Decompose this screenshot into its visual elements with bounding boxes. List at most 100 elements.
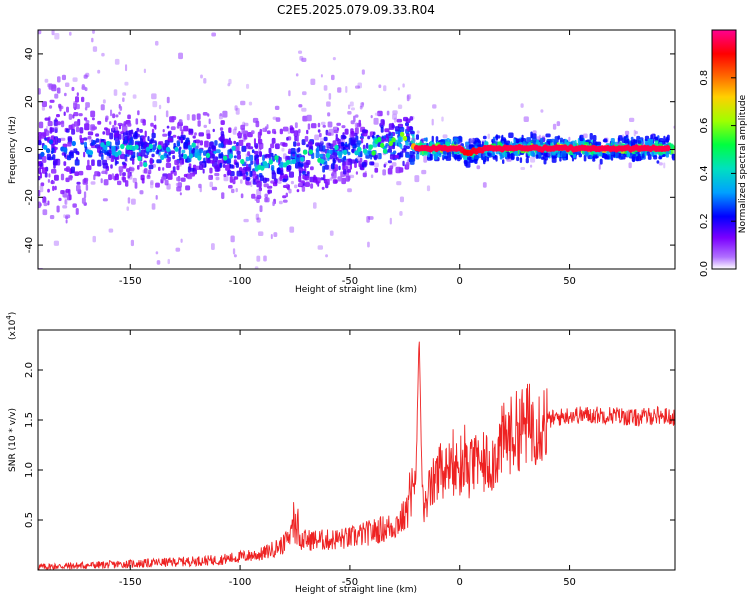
spectral-speckle (290, 148, 296, 155)
spectral-speckle (42, 196, 47, 204)
spectral-speckle (47, 188, 50, 193)
spectral-speckle (219, 113, 223, 117)
spectral-speckle (357, 82, 362, 89)
spectral-speckle (95, 138, 100, 143)
spectral-speckle (60, 173, 65, 181)
spectral-ridge-dot (62, 147, 68, 153)
spectral-speckle (85, 102, 90, 108)
colorbar: 0.0 0.2 0.4 0.6 0.8 Normalized spectral ampl… (699, 29, 748, 277)
spectral-speckle (551, 156, 557, 163)
spectral-speckle (346, 169, 351, 173)
spectral-speckle (406, 95, 410, 102)
spectral-speckle (255, 213, 259, 220)
spectral-speckle (49, 99, 55, 103)
spectral-speckle (236, 154, 241, 160)
spectral-speckle (171, 116, 177, 121)
spectral-speckle (302, 170, 306, 175)
spectral-speckle (405, 118, 411, 123)
spectral-speckle (366, 216, 370, 223)
spectral-speckle (279, 128, 283, 135)
spectral-speckle (162, 167, 165, 171)
spectral-speckle (142, 119, 146, 126)
spectral-speckle (382, 169, 386, 176)
spectral-speckle (344, 128, 349, 135)
spectral-speckle (350, 137, 356, 145)
spectral-speckle (207, 113, 210, 117)
spectral-speckle (214, 140, 218, 146)
spectral-speckle (415, 153, 420, 160)
colorbar-tick-label: 0.2 (699, 213, 710, 229)
spectral-speckle (113, 89, 118, 96)
spectral-speckle (87, 131, 94, 136)
spectral-speckle (246, 142, 251, 147)
spectral-speckle (374, 167, 379, 173)
spectral-speckle (482, 182, 487, 188)
spectral-speckle (402, 83, 405, 88)
spectral-speckle (293, 141, 297, 147)
spectral-speckle (599, 158, 603, 165)
spectral-speckle (155, 40, 159, 46)
spectral-speckle (443, 155, 448, 159)
spectral-speckle (191, 149, 194, 154)
spectral-speckle (105, 169, 108, 175)
spectral-speckle (164, 179, 169, 186)
spectral-speckle (536, 136, 541, 141)
spectral-speckle (663, 162, 666, 169)
spectral-speckle (88, 138, 93, 143)
spectral-ridge-dot (357, 146, 362, 152)
spectral-speckle (348, 143, 351, 150)
spectral-speckle (278, 200, 283, 205)
spectral-speckle (320, 74, 323, 78)
spectral-speckle (402, 160, 405, 167)
snr-axes: -150 -100 -50 0 50 0.5 1.0 1.5 2.0 (24, 330, 675, 588)
spectral-speckle (83, 117, 88, 121)
spectral-speckle (335, 133, 338, 139)
spectral-speckle (113, 132, 118, 138)
spectral-speckle (65, 82, 70, 87)
spectral-speckle (301, 185, 306, 192)
spectrogram-y-tick-label: 20 (24, 95, 35, 108)
spectral-speckle (85, 120, 90, 124)
spectral-speckle (426, 185, 431, 192)
spectral-speckle (144, 130, 147, 138)
spectral-speckle (170, 150, 175, 154)
spectral-speckle (271, 172, 277, 180)
spectrogram-y-tick-label: -20 (24, 189, 35, 205)
spectral-speckle (256, 180, 262, 188)
spectral-speckle (453, 141, 457, 145)
spectral-speckle (556, 121, 561, 127)
spectral-speckle (262, 154, 265, 161)
spectral-speckle (373, 117, 379, 125)
spectral-speckle (481, 156, 486, 161)
spectral-speckle (628, 162, 632, 169)
spectral-ridge-dot (105, 140, 111, 147)
spectral-speckle (195, 139, 200, 144)
spectral-speckle (347, 111, 352, 115)
spectral-speckle (252, 160, 256, 165)
spectral-speckle (76, 92, 79, 97)
spectral-speckle (233, 155, 237, 159)
spectral-speckle (76, 157, 79, 161)
spectral-speckle (181, 129, 184, 135)
spectral-speckle (162, 133, 168, 137)
spectral-speckle (129, 167, 135, 171)
spectral-speckle (74, 159, 80, 166)
spectral-speckle (320, 137, 324, 144)
spectral-speckle (238, 139, 244, 146)
spectral-speckle (414, 175, 420, 183)
spectral-speckle (181, 149, 186, 154)
spectral-speckle (156, 260, 161, 265)
spectral-speckle (378, 84, 382, 89)
spectral-speckle (296, 148, 300, 153)
spectral-speckle (246, 171, 249, 176)
spectral-speckle (562, 150, 567, 157)
spectral-speckle (173, 170, 177, 176)
spectral-speckle (535, 154, 539, 159)
spectral-speckle (165, 110, 169, 118)
spectral-speckle (183, 125, 189, 132)
spectral-speckle (641, 153, 645, 159)
spectral-speckle (76, 181, 81, 185)
spectral-speckle (139, 190, 144, 195)
spectral-speckle (296, 189, 300, 193)
